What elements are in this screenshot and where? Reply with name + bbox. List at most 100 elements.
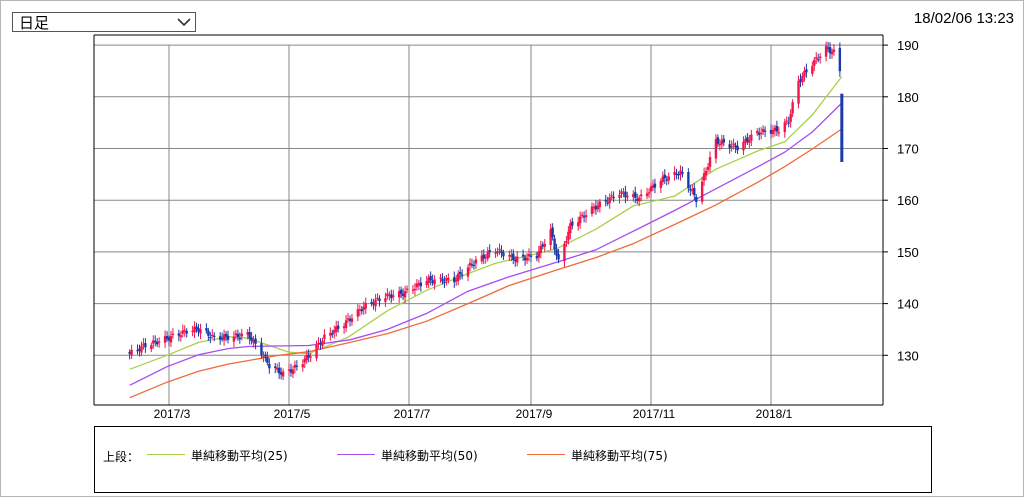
candle: [374, 299, 377, 307]
candle: [569, 223, 572, 234]
candle: [718, 144, 722, 146]
candle: [691, 189, 694, 192]
candle: [138, 348, 141, 351]
y-tick-label: 150: [897, 245, 919, 260]
candle: [248, 332, 251, 339]
candle: [309, 356, 312, 358]
candle: [525, 257, 529, 261]
candle: [401, 293, 405, 297]
candle: [342, 326, 346, 329]
period-select[interactable]: 日足: [12, 12, 196, 32]
candle: [649, 186, 653, 192]
candle: [403, 291, 407, 298]
x-tick-label: 2017/5: [274, 407, 311, 420]
last-candle: [840, 93, 844, 162]
candle: [606, 202, 609, 204]
candle: [828, 46, 832, 54]
candle: [128, 351, 131, 354]
candle: [474, 259, 478, 264]
candle: [301, 364, 304, 368]
legend-item-sma75: 単純移動平均(75): [527, 446, 727, 463]
candle: [704, 171, 708, 176]
candle: [466, 267, 470, 277]
candle: [637, 197, 641, 202]
candle: [370, 301, 373, 304]
candle: [604, 199, 607, 202]
candle: [329, 332, 332, 336]
candle: [667, 176, 670, 181]
candle: [472, 264, 476, 266]
candle: [415, 283, 419, 288]
candle: [500, 250, 503, 254]
legend-item-sma25: 単純移動平均(25): [147, 446, 347, 463]
y-tick-label: 170: [897, 142, 919, 157]
chevron-down-icon: [177, 18, 191, 27]
candle: [783, 122, 786, 133]
candle: [626, 195, 629, 198]
candle: [155, 342, 159, 345]
candle: [195, 326, 198, 330]
candle: [431, 280, 434, 284]
candle: [832, 49, 836, 52]
candle: [181, 330, 184, 334]
candle: [236, 333, 240, 337]
candle: [319, 342, 322, 345]
candle: [163, 336, 167, 343]
candle: [590, 206, 594, 214]
candle: [594, 205, 598, 210]
candle: [636, 198, 639, 201]
candle: [773, 127, 777, 131]
candle: [335, 326, 338, 332]
candle: [563, 243, 566, 262]
candle: [197, 328, 200, 332]
candle: [494, 252, 497, 254]
candle: [663, 174, 666, 179]
candle: [152, 340, 155, 344]
candle: [252, 339, 255, 343]
candle: [429, 276, 432, 281]
candle: [372, 303, 375, 305]
candle: [830, 51, 834, 55]
candle: [789, 113, 792, 122]
x-tick-label: 2018/1: [756, 407, 793, 420]
candle: [213, 335, 216, 337]
legend-swatch: [337, 454, 375, 455]
candle: [220, 338, 224, 340]
x-tick-label: 2017/7: [394, 407, 431, 420]
candle: [303, 358, 306, 363]
legend-label: 単純移動平均(75): [571, 449, 668, 463]
candle: [287, 369, 291, 371]
candle: [205, 328, 208, 331]
candle: [653, 183, 657, 188]
candle: [659, 180, 663, 189]
candle: [165, 336, 169, 339]
candle: [397, 291, 401, 298]
candle: [557, 254, 560, 260]
candle: [250, 337, 253, 342]
candle: [527, 254, 531, 257]
candle: [521, 254, 525, 257]
candle: [756, 131, 759, 134]
candle: [268, 363, 271, 369]
candle: [323, 334, 326, 339]
candle: [232, 336, 236, 342]
candle: [277, 367, 281, 374]
candle: [427, 277, 430, 283]
candle: [443, 281, 446, 283]
candle: [824, 46, 828, 57]
candle: [154, 340, 157, 343]
candle: [651, 185, 655, 189]
candle: [777, 132, 781, 134]
candle: [333, 330, 336, 334]
candle: [693, 188, 696, 196]
candle: [169, 335, 173, 343]
candle: [759, 132, 763, 135]
candle: [624, 191, 627, 198]
candle: [608, 197, 611, 204]
candle: [254, 338, 257, 344]
candle: [700, 181, 704, 202]
candle: [584, 215, 588, 218]
y-tick-label: 130: [897, 348, 919, 363]
candle: [665, 179, 668, 181]
candle: [480, 255, 484, 262]
